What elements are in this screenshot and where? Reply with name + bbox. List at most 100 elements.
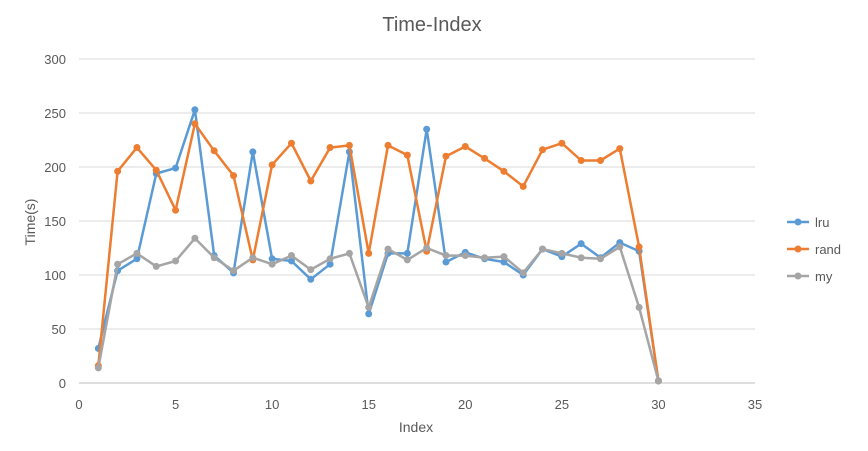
- data-point-my: [461, 252, 469, 260]
- y-tick-label: 250: [44, 106, 66, 121]
- data-point-my: [423, 244, 431, 252]
- data-point-rand: [519, 182, 527, 190]
- y-tick-label: 0: [59, 376, 66, 391]
- data-point-my: [287, 252, 295, 260]
- tick-labels: 0 50 100 150 200 250 300 0 5 10 15 20 25 30 35: [44, 52, 762, 412]
- data-point-rand: [500, 167, 508, 175]
- data-point-my: [481, 254, 489, 262]
- x-tick-label: 15: [361, 397, 375, 412]
- data-point-rand: [191, 120, 199, 128]
- data-point-my: [616, 243, 624, 251]
- data-point-rand: [539, 146, 547, 154]
- data-point-my: [384, 245, 392, 253]
- data-point-rand: [345, 141, 353, 149]
- data-point-rand: [442, 152, 450, 160]
- data-point-my: [635, 303, 643, 311]
- y-tick-label: 300: [44, 52, 66, 67]
- data-point-lru: [423, 125, 431, 133]
- data-point-rand: [577, 157, 585, 165]
- legend-marker-my: [794, 272, 802, 280]
- data-point-my: [307, 266, 315, 274]
- legend-label-lru: lru: [815, 215, 829, 230]
- x-tick-label: 5: [172, 397, 179, 412]
- y-tick-label: 100: [44, 268, 66, 283]
- legend-item-lru: lru: [787, 215, 829, 230]
- gridlines: [79, 58, 755, 330]
- data-point-rand: [230, 172, 238, 180]
- data-point-my: [249, 254, 257, 262]
- x-tick-label: 0: [75, 397, 82, 412]
- data-point-lru: [287, 257, 295, 265]
- data-point-lru: [307, 275, 315, 283]
- series-lru: [94, 106, 662, 385]
- data-point-rand: [210, 147, 218, 155]
- series-my: [94, 234, 662, 385]
- series-rand: [94, 120, 662, 385]
- legend-marker-lru: [794, 218, 802, 226]
- x-tick-label: 35: [748, 397, 762, 412]
- y-axis-title: Time(s): [22, 199, 38, 246]
- data-point-lru: [172, 164, 180, 172]
- data-point-rand: [326, 144, 334, 152]
- y-tick-label: 200: [44, 160, 66, 175]
- data-point-my: [442, 252, 450, 260]
- legend-item-my: my: [787, 269, 833, 284]
- x-tick-label: 25: [555, 397, 569, 412]
- data-point-lru: [326, 260, 334, 268]
- data-point-rand: [287, 139, 295, 147]
- data-point-my: [152, 262, 160, 270]
- data-point-rand: [268, 161, 276, 169]
- x-tick-label: 30: [651, 397, 665, 412]
- data-point-lru: [268, 255, 276, 263]
- y-tick-label: 150: [44, 214, 66, 229]
- legend-label-rand: rand: [815, 242, 841, 257]
- data-point-rand: [307, 177, 315, 185]
- data-point-lru: [442, 258, 450, 266]
- y-tick-label: 50: [52, 322, 66, 337]
- x-tick-label: 10: [265, 397, 279, 412]
- data-point-my: [268, 260, 276, 268]
- data-point-my: [403, 256, 411, 264]
- data-point-rand: [596, 157, 604, 165]
- data-point-my: [114, 260, 122, 268]
- x-tick-label: 20: [458, 397, 472, 412]
- data-point-my: [172, 257, 180, 265]
- data-point-rand: [635, 243, 643, 251]
- data-point-lru: [249, 148, 257, 156]
- data-point-my: [654, 377, 662, 385]
- series-line-my: [97, 237, 660, 382]
- data-point-rand: [461, 142, 469, 150]
- data-point-rand: [616, 145, 624, 153]
- data-point-lru: [403, 249, 411, 257]
- data-point-rand: [558, 139, 566, 147]
- legend: lru rand my: [787, 215, 841, 284]
- data-point-my: [577, 254, 585, 262]
- data-point-my: [210, 254, 218, 262]
- data-point-my: [345, 249, 353, 257]
- data-point-lru: [133, 255, 141, 263]
- data-point-rand: [481, 154, 489, 162]
- legend-label-my: my: [815, 269, 833, 284]
- data-point-rand: [403, 151, 411, 159]
- data-point-rand: [365, 249, 373, 257]
- data-point-my: [539, 245, 547, 253]
- data-point-my: [365, 303, 373, 311]
- data-point-lru: [500, 258, 508, 266]
- data-point-my: [94, 364, 102, 372]
- data-point-my: [191, 234, 199, 242]
- data-point-my: [133, 249, 141, 257]
- data-point-my: [230, 267, 238, 275]
- data-point-my: [519, 269, 527, 277]
- data-point-rand: [152, 166, 160, 174]
- data-point-rand: [172, 206, 180, 214]
- data-point-rand: [384, 141, 392, 149]
- data-point-lru: [191, 106, 199, 114]
- x-axis-title: Index: [399, 419, 433, 435]
- data-point-rand: [114, 167, 122, 175]
- data-point-lru: [577, 240, 585, 248]
- data-point-my: [500, 253, 508, 261]
- data-point-lru: [365, 310, 373, 318]
- data-point-my: [558, 249, 566, 257]
